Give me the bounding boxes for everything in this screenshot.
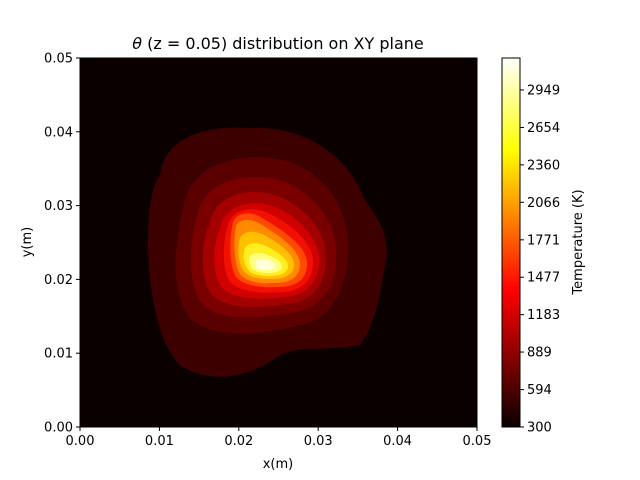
y-tick-label: 0.02 — [44, 273, 73, 288]
x-tick-label: 0.02 — [224, 434, 253, 449]
y-tick-label: 0.03 — [44, 199, 73, 214]
colorbar-tick-label: 1771 — [527, 233, 560, 248]
x-tick-label: 0.04 — [383, 434, 412, 449]
heatmap-plot-area — [80, 58, 477, 427]
colorbar-frame — [501, 57, 521, 428]
x-tick-label: 0.05 — [463, 434, 492, 449]
colorbar-tick-label: 300 — [527, 421, 552, 436]
y-tick-label: 0.00 — [44, 421, 73, 436]
x-tick-label: 0.00 — [66, 434, 95, 449]
colorbar-tick-label: 1477 — [527, 271, 560, 286]
y-tick-label: 0.04 — [44, 125, 73, 140]
contour-peak — [256, 258, 276, 270]
y-tick-label: 0.05 — [44, 52, 73, 67]
colorbar-tick-label: 2360 — [527, 158, 560, 173]
y-tick-label: 0.01 — [44, 347, 73, 362]
colorbar-tick-label: 1183 — [527, 308, 560, 323]
colorbar-ticks: 300 594 889 1183 1477 1771 2066 2360 2654 2949 — [520, 83, 560, 436]
x-axis-label: x(m) — [263, 457, 294, 472]
y-axis: 0.00 0.01 0.02 0.03 0.04 0.05 — [44, 52, 80, 436]
colorbar-tick-label: 2949 — [527, 83, 560, 98]
colorbar-tick-label: 2654 — [527, 121, 560, 136]
colorbar-tick-label: 2066 — [527, 196, 560, 211]
colorbar-tick-label: 594 — [527, 383, 552, 398]
x-axis: 0.00 0.01 0.02 0.03 0.04 0.05 — [66, 427, 492, 449]
chart-title: θ (z = 0.05) distribution on XY plane — [132, 34, 424, 53]
x-tick-label: 0.01 — [145, 434, 174, 449]
y-axis-label: y(m) — [20, 227, 35, 258]
colorbar-gradient — [502, 58, 520, 427]
x-tick-label: 0.03 — [304, 434, 333, 449]
plot-frame — [79, 57, 478, 428]
colorbar: 300 594 889 1183 1477 1771 2066 2360 2654 2949 Te… — [501, 57, 586, 436]
colorbar-tick-label: 889 — [527, 346, 552, 361]
colorbar-label: Temperature (K) — [571, 189, 586, 295]
